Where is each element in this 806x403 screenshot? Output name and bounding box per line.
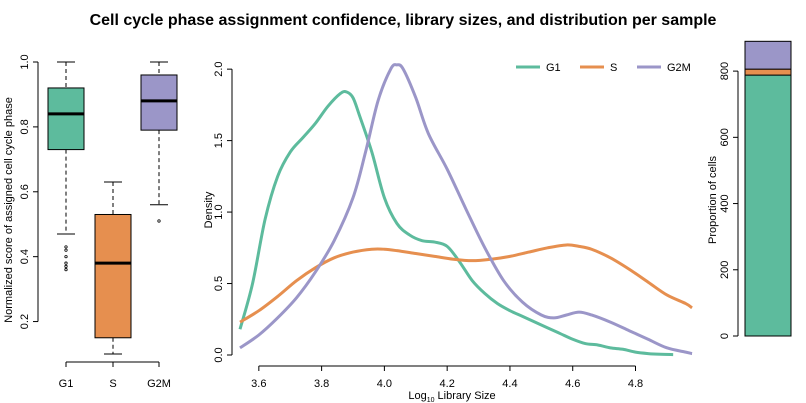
y-tick-label: 600 (719, 128, 731, 146)
density-y-axis-label: Density (203, 191, 215, 228)
x-tick-label: G2M (147, 378, 171, 390)
x-tick-label: 4.4 (502, 378, 517, 390)
y-tick-label: 0.5 (213, 276, 225, 291)
y-tick-label: 800 (719, 62, 731, 80)
legend-label-g1: G1 (546, 62, 561, 74)
y-tick-label: 0 (719, 333, 731, 339)
y-tick-label: 1.0 (19, 54, 31, 69)
density-lines (238, 63, 693, 357)
x-tick-label: 3.6 (251, 378, 266, 390)
legend-label-s: S (610, 62, 617, 74)
box-iqr (94, 213, 132, 339)
x-tick-label: 4.2 (440, 378, 455, 390)
density-y-axis: 0.0 0.5 1.0 1.5 2.0 (213, 61, 233, 363)
outlier-point (64, 248, 68, 252)
box-g2m (140, 61, 178, 223)
x-tick-label: 4.0 (377, 378, 392, 390)
y-tick-label: 0.4 (19, 249, 31, 264)
outlier-point (64, 268, 68, 272)
x-label-rest: Library Size (435, 390, 496, 402)
box-iqr (140, 74, 178, 131)
x-tick-label: 4.8 (628, 378, 643, 390)
y-tick-label: 200 (719, 261, 731, 279)
box-s (94, 181, 132, 355)
stacked-bar-y-axis: 0 200 400 600 800 (719, 62, 739, 339)
outlier-point (64, 261, 68, 265)
y-tick-label: 1.0 (213, 204, 225, 219)
boxplot-marks (47, 61, 178, 355)
bar-segment-g2m (744, 40, 792, 70)
stacked-bar-y-axis-label: Proportion of cells (707, 155, 719, 244)
x-tick-label: 4.6 (565, 378, 580, 390)
density-line-g2m (239, 63, 693, 356)
bar-segment-s (744, 68, 792, 76)
outlier-point (157, 219, 161, 223)
density-line-g1 (238, 90, 674, 357)
y-tick-label: 0.8 (19, 119, 31, 134)
density-x-axis: 3.6 3.8 4.0 4.2 4.4 4.6 4.8 (251, 365, 643, 390)
boxplot-y-axis-label: Normalized score of assigned cell cycle … (3, 97, 15, 323)
y-tick-label: 0.2 (19, 314, 31, 329)
x-label-subscript: 10 (427, 397, 435, 403)
outlier-point (64, 255, 68, 259)
box-g1 (47, 61, 85, 272)
outlier-point (64, 264, 68, 268)
y-tick-label: 2.0 (213, 61, 225, 76)
x-tick-label: 3.8 (314, 378, 329, 390)
outlier-point (64, 245, 68, 249)
y-tick-label: 0.0 (213, 347, 225, 362)
legend-label-g2m: G2M (667, 62, 691, 74)
density-panel: Density 0.0 0.5 1.0 1.5 2.0 3.6 3.8 4.0 4.2 4.4 4… (203, 61, 693, 403)
y-tick-label: 0.6 (19, 184, 31, 199)
density-legend: G1 S G2M (516, 62, 691, 74)
density-x-axis-label: Log10 Library Size (408, 390, 495, 403)
y-tick-label: 400 (719, 194, 731, 212)
y-tick-label: 1.5 (213, 133, 225, 148)
bar-segment-g1 (744, 74, 792, 337)
boxplot-x-axis: G1 S G2M (59, 361, 171, 390)
x-label-log: Log (408, 390, 426, 402)
x-tick-label: G1 (59, 378, 74, 390)
boxplot-y-axis: 0.2 0.4 0.6 0.8 1.0 (19, 54, 39, 329)
boxplot-panel: Normalized score of assigned cell cycle … (3, 54, 178, 390)
box-iqr (47, 87, 85, 151)
stacked-bar-panel: Proportion of cells 0 200 400 600 800 (707, 40, 792, 339)
chart-title: Cell cycle phase assignment confidence, … (90, 12, 717, 29)
stacked-bar-marks (744, 40, 792, 337)
x-tick-label: S (109, 378, 116, 390)
